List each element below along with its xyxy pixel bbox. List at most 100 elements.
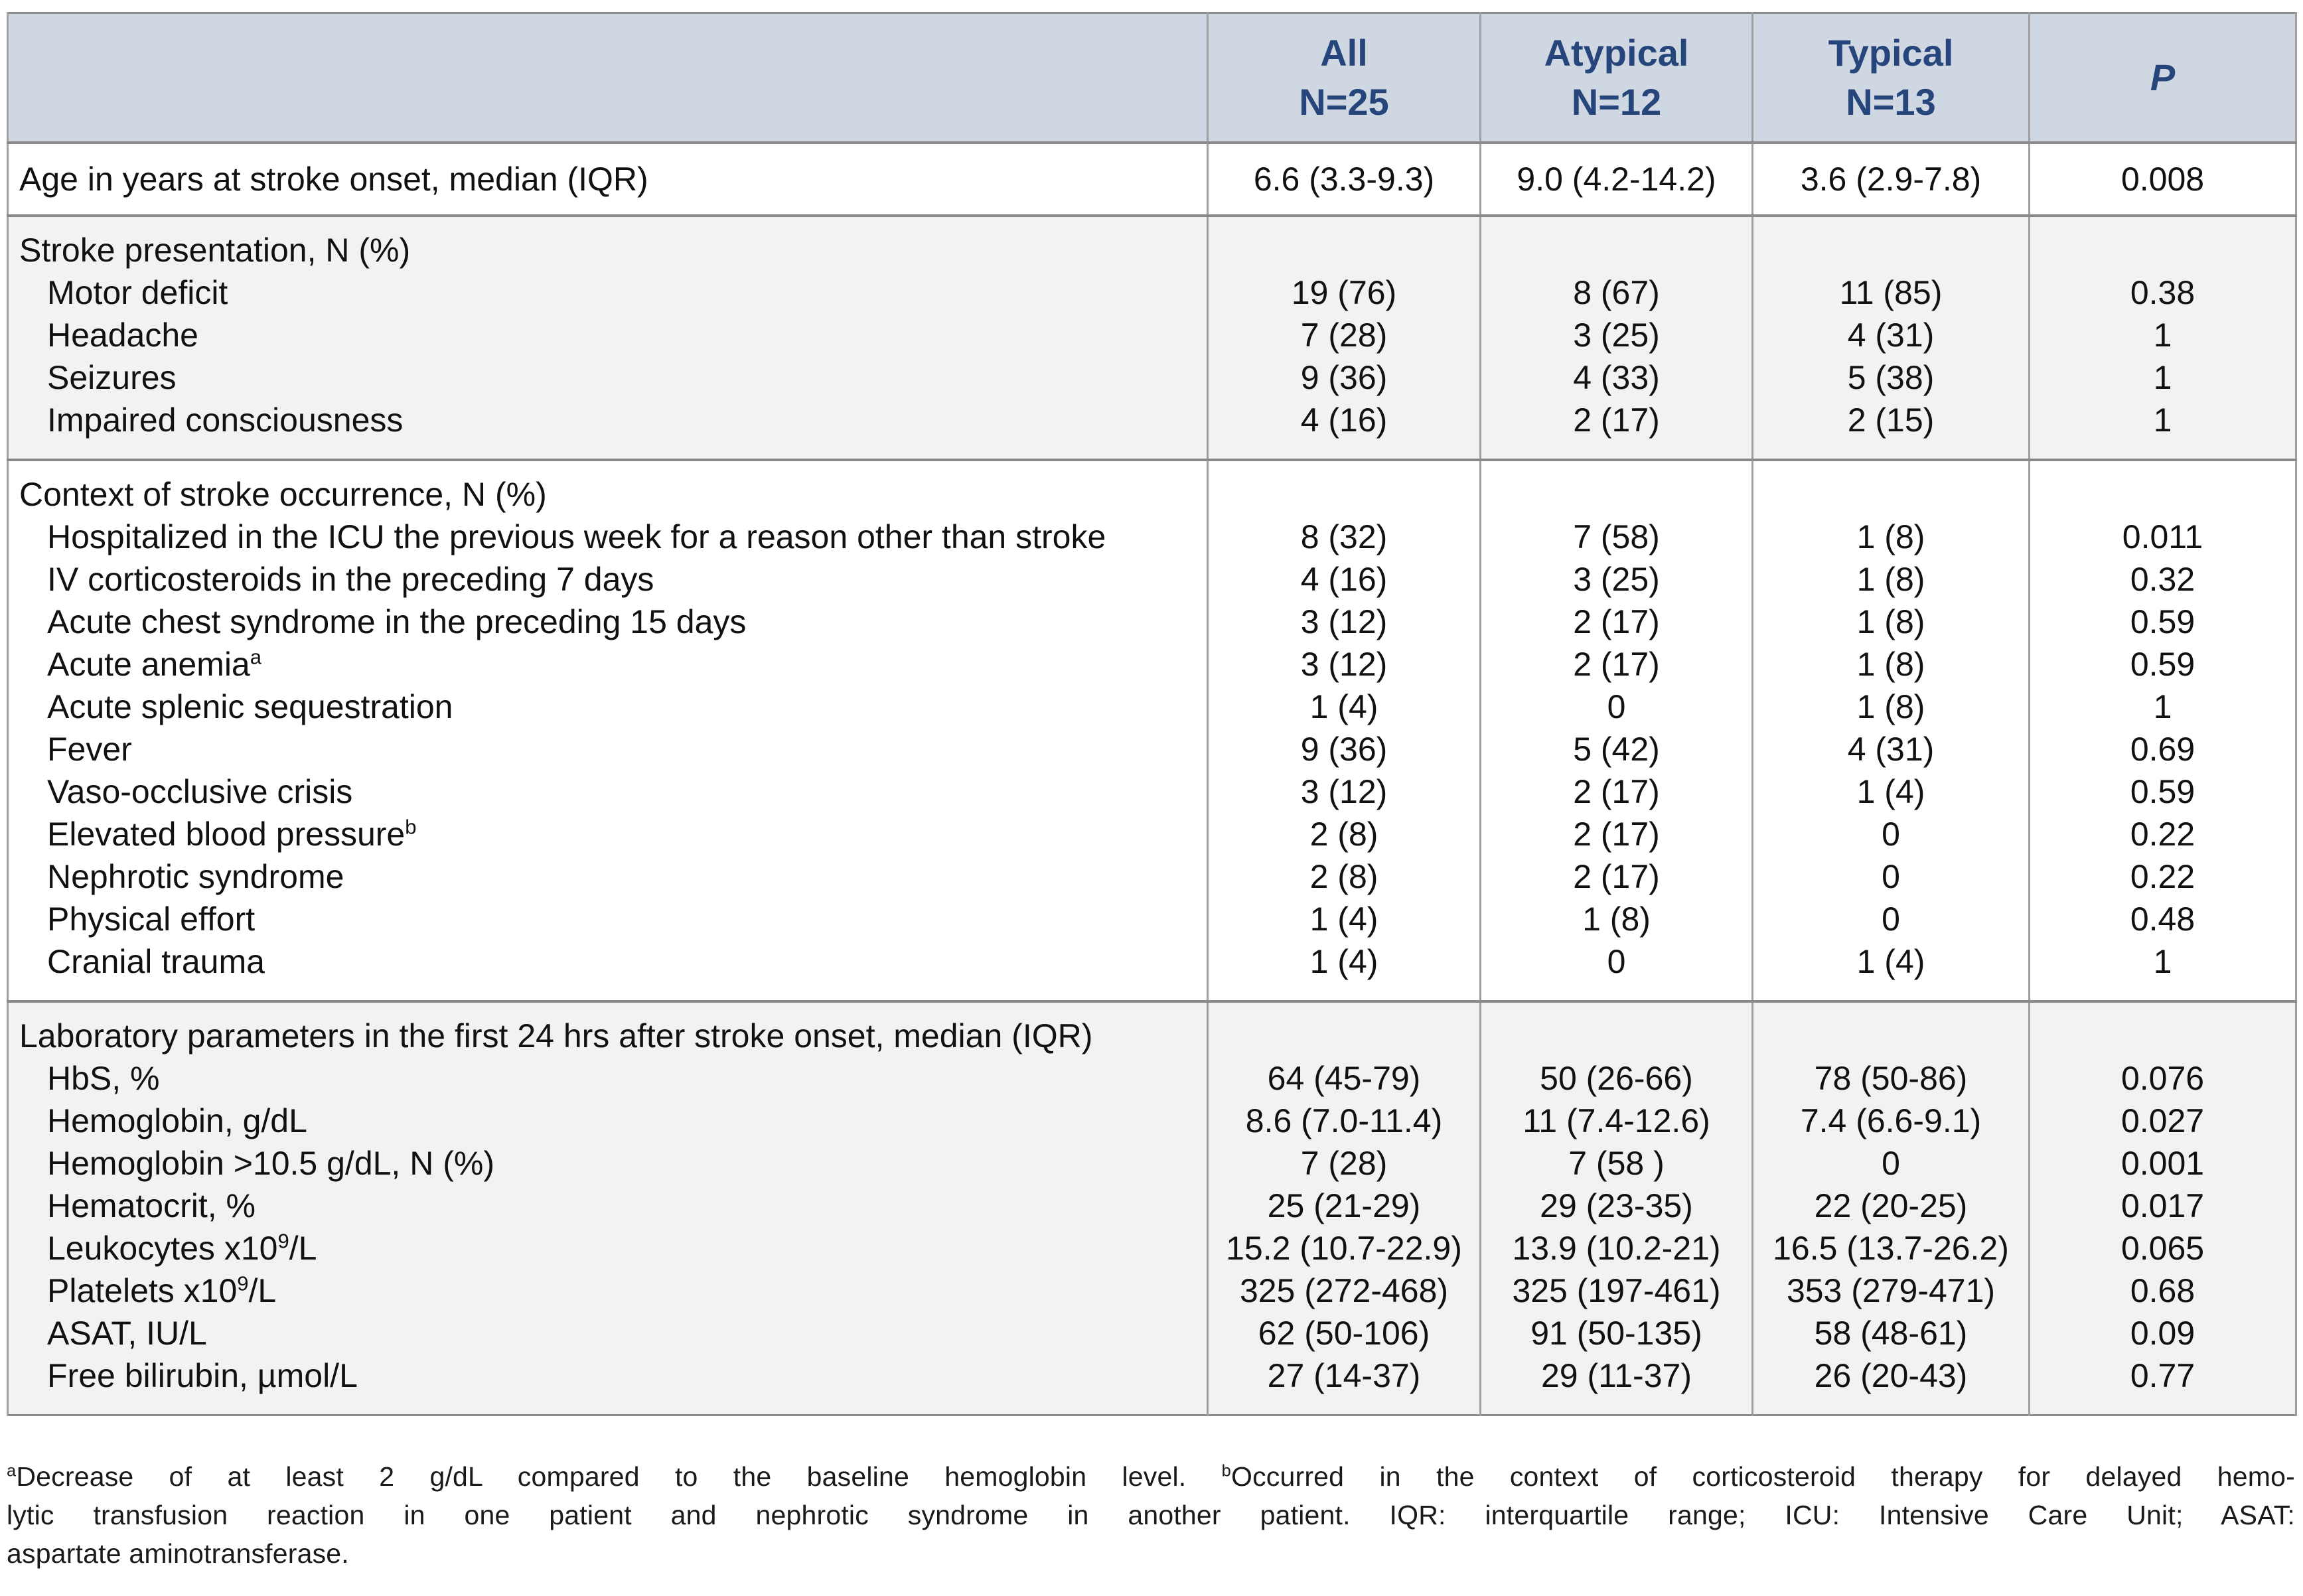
table-row: Physical effort 1 (4) 1 (8) 0 0.48: [7, 898, 2297, 940]
value-cell-p: 0.22: [2028, 813, 2297, 855]
value-cell-typical: 22 (20-25): [1751, 1185, 2030, 1227]
col-header-p: P: [2028, 13, 2297, 144]
row-label: Elevated blood pressureb: [7, 813, 1209, 855]
row-label: Hemoglobin, g/dL: [7, 1100, 1209, 1142]
value-cell-atypical: 3 (25): [1479, 558, 1753, 601]
table-row: Cranial trauma 1 (4) 0 1 (4) 1: [7, 940, 2297, 1001]
row-label: Hemoglobin >10.5 g/dL, N (%): [7, 1142, 1209, 1185]
value-cell-atypical: 13.9 (10.2-21): [1479, 1227, 1753, 1270]
value-cell-all: 27 (14-37): [1207, 1354, 1481, 1415]
value-cell-p: 0.065: [2028, 1227, 2297, 1270]
value-cell-p: 0.001: [2028, 1142, 2297, 1185]
empty-cell: [1207, 459, 1481, 516]
value-cell-all: 4 (16): [1207, 558, 1481, 601]
value-cell-all: 1 (4): [1207, 898, 1481, 940]
value-cell-atypical: 0: [1479, 686, 1753, 728]
empty-cell: [1751, 1000, 2030, 1057]
value-cell-all: 9 (36): [1207, 728, 1481, 770]
value-cell-typical: 1 (4): [1751, 940, 2030, 1001]
section-header-row: Context of stroke occurrence, N (%): [7, 459, 2297, 516]
row-label: ASAT, IU/L: [7, 1312, 1209, 1354]
value-cell-p: 0.68: [2028, 1270, 2297, 1312]
table-row: Free bilirubin, µmol/L 27 (14-37) 29 (11-3…: [7, 1354, 2297, 1415]
value-cell-all: 325 (272-468): [1207, 1270, 1481, 1312]
value-cell-atypical: 2 (17): [1479, 601, 1753, 643]
footnote-line: aspartate aminotransferase.: [7, 1538, 349, 1569]
value-cell-p: 0.69: [2028, 728, 2297, 770]
value-cell-all: 62 (50-106): [1207, 1312, 1481, 1354]
col-header-all-line2: N=25: [1299, 81, 1389, 123]
value-cell-atypical: 8 (67): [1479, 271, 1753, 314]
value-cell-all: 8 (32): [1207, 516, 1481, 558]
value-cell-typical: 0: [1751, 898, 2030, 940]
row-label: Platelets x109/L: [7, 1270, 1209, 1312]
row-label: Physical effort: [7, 898, 1209, 940]
empty-cell: [1207, 214, 1481, 271]
table-row: Hospitalized in the ICU the previous wee…: [7, 516, 2297, 558]
table-row: Nephrotic syndrome 2 (8) 2 (17) 0 0.22: [7, 855, 2297, 898]
row-label: Hospitalized in the ICU the previous wee…: [7, 516, 1209, 558]
table-row: Hemoglobin >10.5 g/dL, N (%) 7 (28) 7 (58 …: [7, 1142, 2297, 1185]
table-row: Vaso-occlusive crisis 3 (12) 2 (17) 1 (4) 0.…: [7, 770, 2297, 813]
value-cell-p: 0.59: [2028, 770, 2297, 813]
value-cell-typical: 78 (50-86): [1751, 1057, 2030, 1100]
value-cell-p: 0.027: [2028, 1100, 2297, 1142]
table-row: Platelets x109/L 325 (272-468) 325 (197-46…: [7, 1270, 2297, 1312]
empty-cell: [1479, 214, 1753, 271]
row-label: Fever: [7, 728, 1209, 770]
value-cell-p: 0.59: [2028, 643, 2297, 686]
row-label: Age in years at stroke onset, median (IQ…: [7, 141, 1209, 216]
value-cell-all: 1 (4): [1207, 940, 1481, 1001]
value-cell-atypical: 4 (33): [1479, 356, 1753, 399]
value-cell-all: 8.6 (7.0-11.4): [1207, 1100, 1481, 1142]
footnote: aDecrease of at least 2 g/dL compared to…: [7, 1457, 2295, 1573]
value-cell-p: 1: [2028, 399, 2297, 460]
row-label: Free bilirubin, µmol/L: [7, 1354, 1209, 1415]
value-cell-typical: 11 (85): [1751, 271, 2030, 314]
value-cell-typical: 4 (31): [1751, 728, 2030, 770]
row-label: Cranial trauma: [7, 940, 1209, 1001]
empty-cell: [1479, 459, 1753, 516]
table-row: Elevated blood pressureb 2 (8) 2 (17) 0 0.22: [7, 813, 2297, 855]
value-cell-typical: 16.5 (13.7-26.2): [1751, 1227, 2030, 1270]
empty-cell: [1207, 1000, 1481, 1057]
table-row: HbS, % 64 (45-79) 50 (26-66) 78 (50-86) 0.07…: [7, 1057, 2297, 1100]
value-cell-all: 1 (4): [1207, 686, 1481, 728]
section-header-label: Context of stroke occurrence, N (%): [7, 459, 1209, 516]
row-label: IV corticosteroids in the preceding 7 da…: [7, 558, 1209, 601]
value-cell-atypical: 5 (42): [1479, 728, 1753, 770]
value-cell-typical: 1 (8): [1751, 601, 2030, 643]
value-cell-all: 7 (28): [1207, 1142, 1481, 1185]
value-cell-p: 0.017: [2028, 1185, 2297, 1227]
value-cell-all: 2 (8): [1207, 855, 1481, 898]
empty-cell: [2028, 459, 2297, 516]
value-cell-p: 0.48: [2028, 898, 2297, 940]
value-cell-typical: 2 (15): [1751, 399, 2030, 460]
value-cell-typical: 4 (31): [1751, 314, 2030, 356]
value-cell-all: 3 (12): [1207, 643, 1481, 686]
row-label: Nephrotic syndrome: [7, 855, 1209, 898]
value-cell-atypical: 29 (23-35): [1479, 1185, 1753, 1227]
table-row: Acute chest syndrome in the preceding 15…: [7, 601, 2297, 643]
footnote-line: aDecrease of at least 2 g/dL compared to…: [7, 1461, 2295, 1492]
row-label: Leukocytes x109/L: [7, 1227, 1209, 1270]
table-row: Acute splenic sequestration 1 (4) 0 1 (8) 1: [7, 686, 2297, 728]
value-cell-atypical: 2 (17): [1479, 643, 1753, 686]
col-header-typical-line2: N=13: [1846, 81, 1936, 123]
empty-cell: [2028, 214, 2297, 271]
col-header-all: All N=25: [1207, 13, 1481, 144]
value-cell-typical: 3.6 (2.9-7.8): [1751, 141, 2030, 216]
value-cell-typical: 58 (48-61): [1751, 1312, 2030, 1354]
section-header-row: Laboratory parameters in the first 24 hr…: [7, 1000, 2297, 1057]
section-header-row: Stroke presentation, N (%): [7, 214, 2297, 271]
value-cell-typical: 1 (8): [1751, 686, 2030, 728]
col-header-typical: Typical N=13: [1751, 13, 2030, 144]
value-cell-p: 0.59: [2028, 601, 2297, 643]
value-cell-p: 1: [2028, 356, 2297, 399]
section-header-label: Stroke presentation, N (%): [7, 214, 1209, 271]
table-row: Hemoglobin, g/dL 8.6 (7.0-11.4) 11 (7.4-12…: [7, 1100, 2297, 1142]
value-cell-atypical: 9.0 (4.2-14.2): [1479, 141, 1753, 216]
value-cell-typical: 1 (8): [1751, 643, 2030, 686]
value-cell-p: 1: [2028, 686, 2297, 728]
value-cell-all: 15.2 (10.7-22.9): [1207, 1227, 1481, 1270]
